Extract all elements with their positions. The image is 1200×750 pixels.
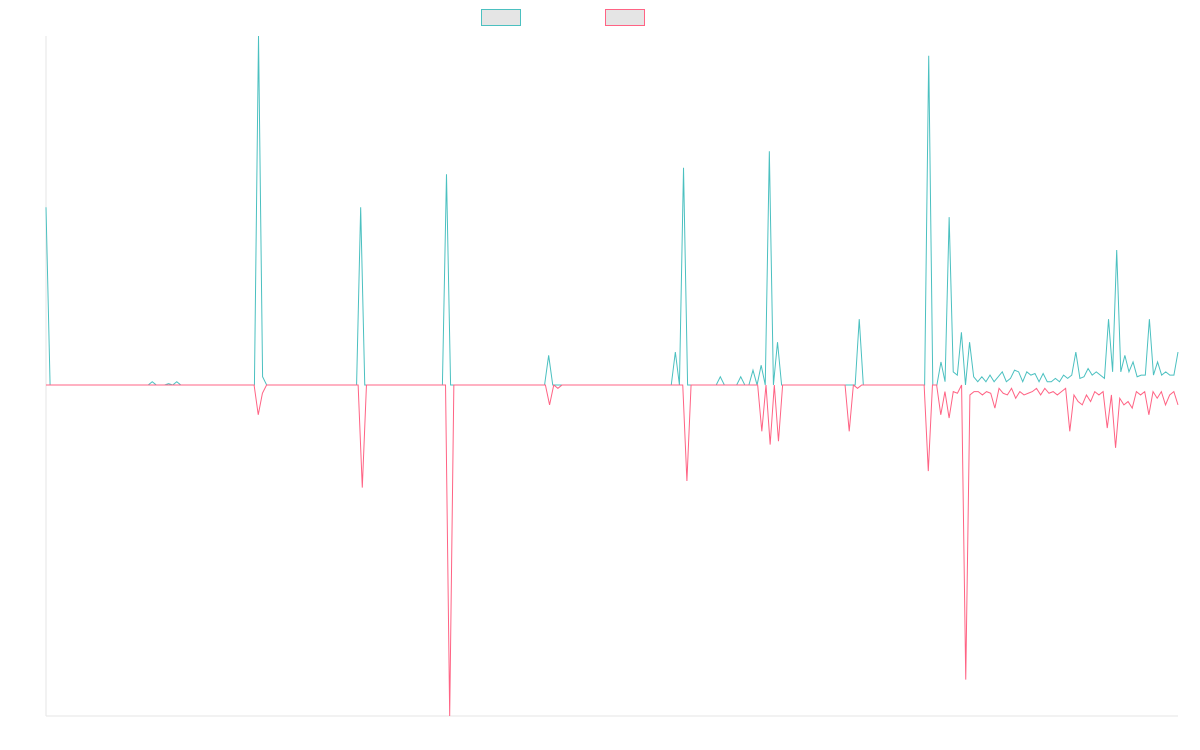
legend-swatch-1[interactable] (481, 9, 521, 26)
series-line-2 (46, 384, 1179, 717)
legend-swatch-2[interactable] (605, 9, 645, 26)
series-line-1 (45, 35, 1179, 386)
series-layer (45, 35, 1179, 717)
axes (45, 36, 1178, 717)
legend[interactable] (481, 9, 645, 26)
